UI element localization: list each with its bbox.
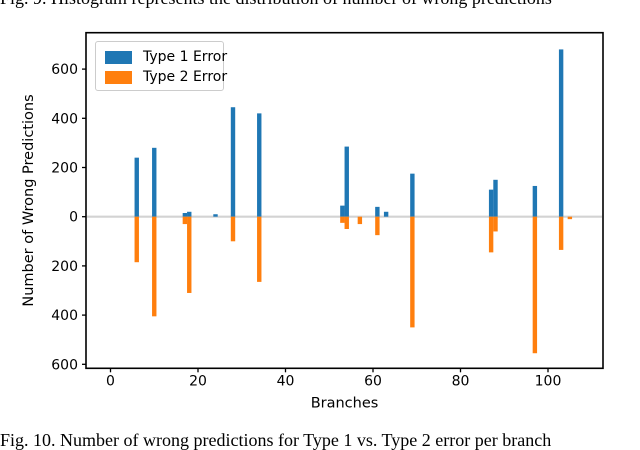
bar-type2: [257, 216, 262, 282]
bar-type1: [532, 185, 538, 217]
bar-type2: [182, 216, 188, 225]
y-axis-label: Number of Wrong Predictions: [21, 94, 37, 306]
top-caption: Fig. 9. Histogram represents the distrib…: [0, 0, 640, 9]
legend: Type 1 Error Type 2 Error: [95, 41, 227, 91]
bar-type1: [493, 179, 498, 217]
bar-type2: [134, 216, 139, 263]
bar-type1: [410, 173, 415, 217]
bar-type2: [344, 216, 349, 229]
y-tick-label: 200: [51, 259, 78, 275]
bar-type1: [230, 107, 236, 217]
bar-type1: [187, 211, 192, 217]
legend-swatch-1: [105, 50, 132, 64]
legend-label: Type 2 Error: [143, 69, 228, 85]
x-tick-label: 40: [277, 373, 295, 389]
bar-type1: [134, 157, 139, 217]
bar-type2: [230, 216, 236, 242]
y-tick-label: 600: [51, 357, 78, 373]
bar-type2: [558, 216, 564, 250]
bar-type2: [532, 216, 538, 354]
x-tick-label: 80: [452, 373, 470, 389]
x-axis-label: Branches: [311, 395, 379, 411]
bar-type2: [152, 216, 157, 317]
bar-type1: [375, 206, 380, 217]
bar-type2: [375, 216, 380, 236]
bar-type2: [493, 216, 498, 232]
y-tick-label: 200: [51, 161, 78, 177]
bar-type1: [558, 49, 564, 217]
bottom-caption: Fig. 10. Number of wrong predictions for…: [0, 430, 552, 450]
bar-type1: [340, 205, 345, 217]
bar-type1: [344, 146, 349, 217]
bar-type2: [567, 216, 573, 220]
x-tick-label: 60: [364, 373, 382, 389]
bar-type2: [410, 216, 415, 328]
legend-item: Type 1 Error: [105, 47, 227, 67]
y-tick-label: 400: [51, 111, 78, 127]
legend-label: Type 1 Error: [143, 49, 228, 65]
chart-container: 600 400 200 0 200 400 600 0 20 40 60 80 100 Branches N…: [21, 31, 604, 411]
bar-type1: [257, 113, 262, 217]
plot-border: [85, 31, 604, 370]
bar-chart: 600 400 200 0 200 400 600 0 20 40 60 80 100 Branches N…: [21, 31, 604, 411]
y-tick-label: 600: [51, 62, 78, 78]
bar-type2: [488, 216, 494, 253]
y-tick-label: 400: [51, 308, 78, 324]
bar-type1: [152, 147, 157, 217]
bar-type2: [340, 216, 345, 223]
bar-type1: [488, 189, 494, 217]
x-tick-label: 20: [189, 373, 207, 389]
legend-item: Type 2 Error: [105, 67, 227, 87]
x-tick-label: 0: [106, 373, 115, 389]
bar-type1: [383, 211, 389, 217]
bar-type1: [213, 214, 218, 217]
bar-type2: [357, 216, 363, 225]
bar-type2: [187, 216, 192, 293]
legend-swatch-2: [105, 70, 132, 84]
x-tick-label: 100: [535, 373, 562, 389]
y-tick-label: 0: [69, 210, 78, 226]
bar-type1: [182, 213, 188, 217]
